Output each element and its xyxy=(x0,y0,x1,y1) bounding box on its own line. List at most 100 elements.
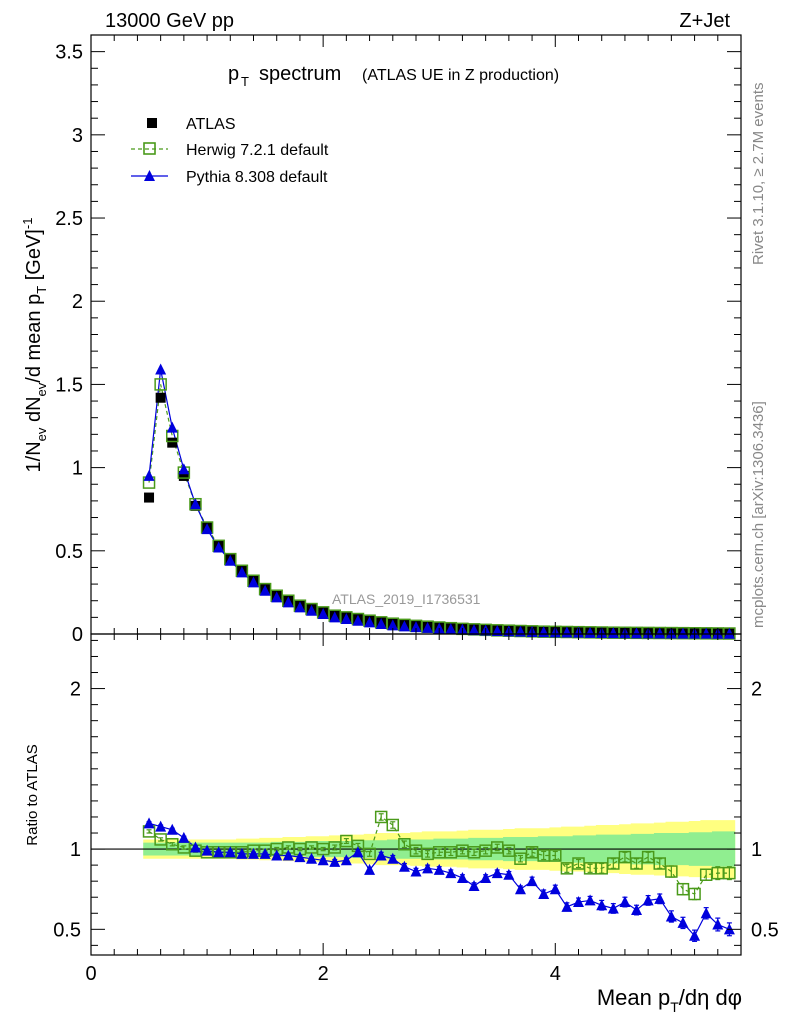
pythia-ratio-point xyxy=(294,851,306,863)
herwig-ratio-point xyxy=(665,865,678,878)
pythia-point xyxy=(155,363,167,375)
pythia-ratio-point xyxy=(561,900,573,912)
pythia-point xyxy=(723,627,735,639)
ratio-y-tick-label-right: 0.5 xyxy=(751,919,779,941)
pythia-ratio-point xyxy=(317,854,329,866)
ratio-y-tick-label: 0.5 xyxy=(53,919,81,941)
main-y-tick-label: 1 xyxy=(72,458,83,480)
svg-text:1/Nev dNev/d mean pT [GeV]-1: 1/Nev dNev/d mean pT [GeV]-1 xyxy=(20,218,49,473)
pythia-point xyxy=(584,626,596,638)
pythia-point xyxy=(410,621,422,633)
main-y-tick-label: 1.5 xyxy=(55,374,83,396)
pythia-point xyxy=(236,566,248,578)
x-tick-label: 2 xyxy=(318,963,329,985)
pythia-point xyxy=(631,627,643,639)
herwig-ratio-point xyxy=(514,852,527,865)
pythia-ratio-point xyxy=(712,918,724,930)
pythia-point xyxy=(700,627,712,639)
mcplots-side-label: mcplots.cern.ch [arXiv:1306.3436] xyxy=(750,401,767,628)
pythia-ratio-point xyxy=(526,875,538,887)
pythia-ratio-point xyxy=(236,847,248,859)
pythia-point xyxy=(329,611,341,623)
pythia-ratio-point xyxy=(166,823,178,835)
title-sub: T xyxy=(241,74,249,89)
pythia-ratio-point xyxy=(549,883,561,895)
pythia-point xyxy=(189,498,201,510)
main-y-tick-label: 0.5 xyxy=(55,541,83,563)
herwig-ratio-point xyxy=(502,844,516,857)
pythia-ratio-point xyxy=(143,817,155,829)
pythia-ratio-point xyxy=(468,879,480,891)
pythia-ratio-point xyxy=(375,849,387,861)
pythia-ratio-point xyxy=(573,896,584,908)
ratio-ylabel: Ratio to ATLAS xyxy=(24,744,41,845)
legend-marker-pythia xyxy=(144,170,155,181)
atlas-point xyxy=(155,392,166,403)
energy-label: 13000 GeV pp xyxy=(105,10,234,32)
pythia-ratio-point xyxy=(364,863,376,875)
ratio-y-tick-label: 2 xyxy=(70,679,81,701)
pythia-point xyxy=(352,614,364,626)
xlabel: Mean pT/dη dφ xyxy=(597,985,742,1015)
herwig-ratio-point xyxy=(398,838,411,851)
ratio-plot xyxy=(91,810,741,942)
pythia-ratio-point xyxy=(422,862,434,874)
herwig-ratio-point xyxy=(653,857,666,870)
ratio-y-tick-label-right: 2 xyxy=(751,679,762,701)
pythia-ratio-point xyxy=(456,871,468,883)
herwig-point xyxy=(154,378,167,391)
pythia-point xyxy=(306,604,318,616)
main-ylabel: 1/Nev dNev/d mean pT [GeV]-1 xyxy=(20,218,49,473)
ratio-y-tick-label: 1 xyxy=(70,839,81,861)
pythia-point xyxy=(271,591,283,603)
pythia-point xyxy=(224,554,236,566)
pythia-ratio-point xyxy=(619,896,631,908)
rivet-side-label: Rivet 3.1.10, ≥ 2.7M events xyxy=(750,83,767,266)
pythia-point xyxy=(387,619,399,631)
herwig-ratio-point xyxy=(328,841,341,854)
svg-text:Mean pT/dη dφ: Mean pT/dη dφ xyxy=(597,985,742,1015)
pythia-point xyxy=(607,627,619,639)
pythia-point xyxy=(282,596,294,608)
main-title: p T spectrum (ATLAS UE in Z production) xyxy=(228,63,559,89)
pythia-ratio-point xyxy=(700,907,712,919)
pythia-point xyxy=(259,584,271,596)
herwig-ratio-point xyxy=(363,847,376,861)
pythia-ratio-point xyxy=(398,860,410,872)
main-y-tick-label: 2 xyxy=(72,291,83,313)
pythia-ratio-point xyxy=(410,865,422,877)
herwig-ratio-point xyxy=(374,810,388,824)
pythia-point xyxy=(677,627,689,639)
pythia-ratio-point xyxy=(480,871,492,883)
herwig-ratio-point xyxy=(723,866,736,880)
pythia-point xyxy=(491,625,503,637)
pythia-ratio-point xyxy=(503,868,515,880)
pythia-ratio-point xyxy=(201,844,213,856)
pythia-point xyxy=(375,618,387,630)
pythia-ratio-point xyxy=(259,847,271,859)
main-y-tick-label: 3 xyxy=(72,125,83,147)
pythia-ratio-point xyxy=(677,916,689,928)
pythia-ratio-point xyxy=(271,849,283,861)
pythia-ratio-point xyxy=(689,929,701,941)
pythia-point xyxy=(294,601,306,613)
axes: 0 2 400.511.522.533.50.5 0.51 12 2 xyxy=(53,34,779,985)
legend-label-pythia: Pythia 8.308 default xyxy=(186,169,328,186)
herwig-ratio-point xyxy=(641,850,655,864)
atlas-point xyxy=(144,492,155,503)
pythia-ratio-point xyxy=(306,852,318,864)
pythia-ratio-point xyxy=(445,867,457,879)
legend-marker-herwig xyxy=(143,142,156,155)
analysis-watermark: ATLAS_2019_I1736531 xyxy=(332,591,481,607)
main-y-tick-label: 3.5 xyxy=(55,42,83,64)
pythia-ratio-point xyxy=(642,894,654,906)
main-y-tick-label: 0 xyxy=(72,624,83,646)
pythia-point xyxy=(398,620,410,632)
pythia-ratio-point xyxy=(248,847,259,859)
pythia-ratio-point xyxy=(178,831,190,843)
pythia-point xyxy=(468,624,480,636)
pythia-ratio-point xyxy=(607,902,619,914)
atlas-point xyxy=(178,470,189,481)
x-tick-label: 4 xyxy=(550,963,561,985)
